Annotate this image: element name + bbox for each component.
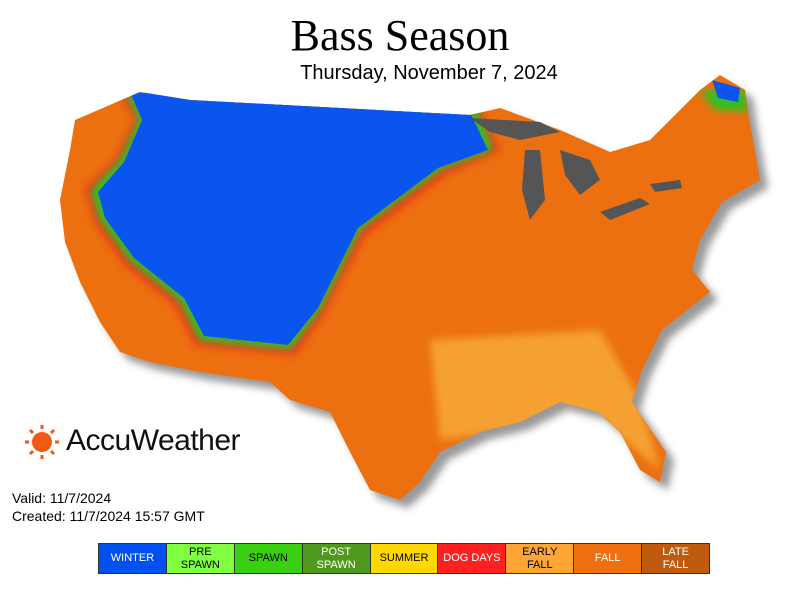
title: Bass Season bbox=[290, 11, 510, 60]
legend: WINTER PRE SPAWN SPAWN POST SPAWN SUMMER DOG … bbox=[98, 543, 710, 574]
lake-erie bbox=[600, 198, 650, 220]
logo-sun bbox=[32, 432, 52, 452]
great-lakes bbox=[470, 118, 682, 220]
valid-date: Valid: 11/7/2024 bbox=[12, 490, 112, 506]
legend-item: WINTER bbox=[99, 544, 167, 573]
created-date: Created: 11/7/2024 15:57 GMT bbox=[12, 508, 205, 524]
subtitle: Thursday, November 7, 2024 bbox=[300, 62, 558, 84]
legend-item: SUMMER bbox=[370, 544, 439, 573]
brand-logo bbox=[25, 425, 59, 459]
brand-name: AccuWeather bbox=[66, 424, 241, 457]
legend-item: FALL bbox=[574, 544, 643, 573]
winter-area bbox=[98, 92, 488, 345]
lake-michigan bbox=[522, 150, 545, 220]
legend-item: POST SPAWN bbox=[302, 544, 371, 573]
early-fall-area bbox=[430, 330, 660, 470]
legend-item: LATE FALL bbox=[642, 544, 710, 573]
winter-northeast bbox=[712, 80, 740, 102]
lake-superior bbox=[470, 118, 560, 140]
lake-ontario bbox=[650, 180, 682, 192]
legend-item: DOG DAYS bbox=[438, 544, 507, 573]
legend-item: SPAWN bbox=[234, 544, 303, 573]
legend-item: EARLY FALL bbox=[506, 544, 575, 573]
logo-rays bbox=[25, 425, 59, 459]
lake-huron bbox=[560, 150, 600, 195]
legend-item: PRE SPAWN bbox=[166, 544, 235, 573]
